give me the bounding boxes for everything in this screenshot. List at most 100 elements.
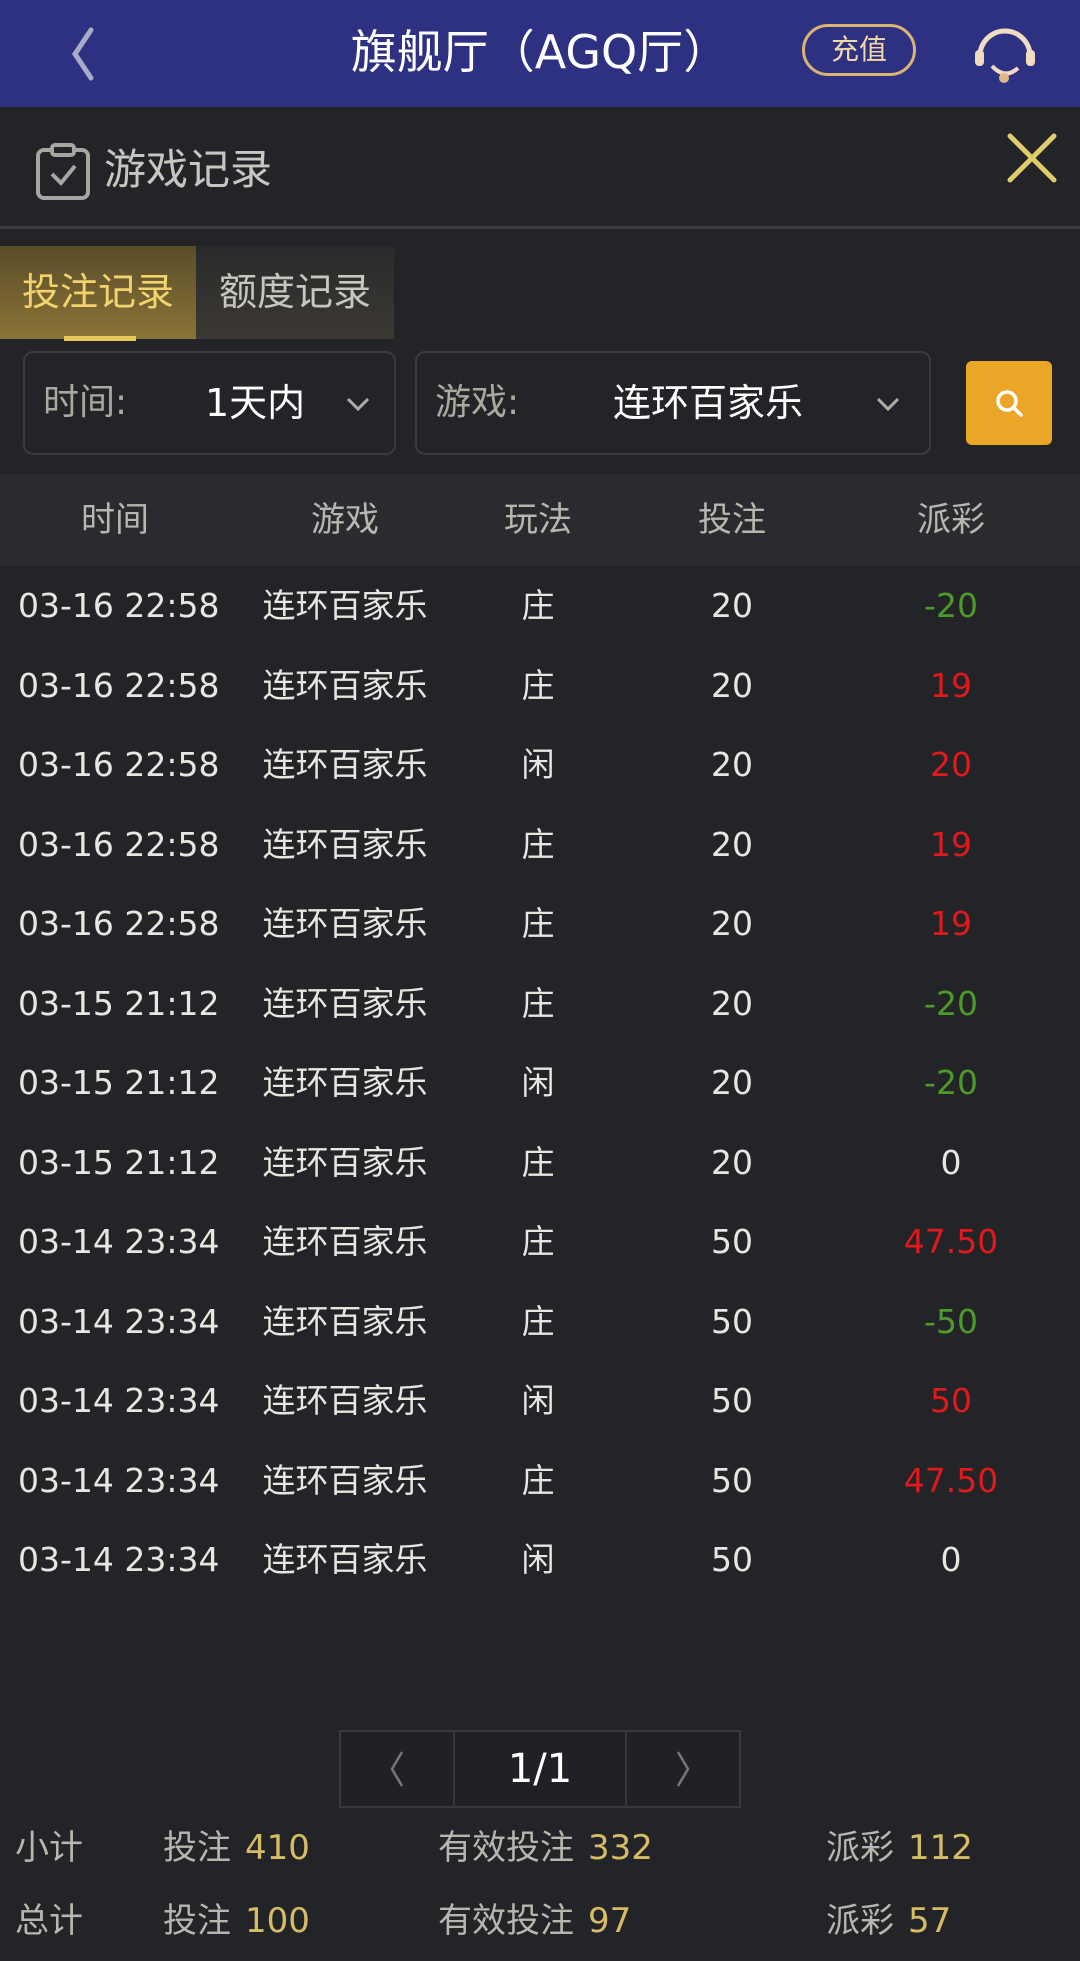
cell-payout: 47.50: [903, 1460, 999, 1500]
cell-play: 庄: [521, 665, 555, 705]
cell-play: 闲: [521, 1063, 555, 1102]
cell-payout: 0: [940, 1540, 962, 1579]
cell-play: 庄: [521, 586, 555, 625]
close-icon[interactable]: [1004, 130, 1060, 186]
table-row: 03-16 22:58 连环百家乐 庄 20 19: [0, 884, 1080, 964]
table-row: 03-14 23:34 连环百家乐 庄 50 -50: [0, 1282, 1080, 1362]
total-valid-bet: 有效投注 97: [438, 1901, 632, 1941]
cell-bet: 20: [711, 1063, 753, 1102]
tab-bet-records[interactable]: 投注记录: [0, 246, 196, 339]
cell-game: 连环百家乐: [262, 1381, 428, 1420]
search-icon: [996, 390, 1023, 417]
cell-time: 03-14 23:34: [18, 1222, 220, 1261]
table-row: 03-14 23:34 连环百家乐 庄 50 47.50: [0, 1441, 1080, 1521]
table-row: 03-16 22:58 连环百家乐 庄 20 19: [0, 805, 1080, 885]
subtotal-valid-bet: 有效投注 332: [438, 1828, 653, 1868]
cell-payout: -20: [924, 983, 978, 1023]
column-header-bet: 投注: [698, 500, 766, 540]
cell-payout: 19: [930, 665, 972, 705]
table-row: 03-16 22:58 连环百家乐 闲 20 20: [0, 725, 1080, 805]
time-filter-label: 时间:: [43, 382, 128, 423]
cell-payout: 19: [930, 904, 972, 943]
cell-payout: 47.50: [903, 1222, 999, 1261]
cell-game: 连环百家乐: [262, 1301, 428, 1341]
cell-bet: 50: [711, 1540, 753, 1579]
cell-bet: 20: [711, 904, 753, 943]
cell-game: 连环百家乐: [262, 1460, 428, 1500]
cell-play: 庄: [521, 824, 555, 864]
cell-bet: 50: [711, 1222, 753, 1261]
total-label: 总计: [15, 1901, 83, 1941]
cell-game: 连环百家乐: [262, 1142, 428, 1182]
column-header-play: 玩法: [504, 500, 572, 540]
cell-game: 连环百家乐: [262, 824, 428, 864]
cell-play: 庄: [521, 1301, 555, 1341]
chevron-down-icon: [346, 397, 370, 412]
cell-bet: 50: [711, 1460, 753, 1500]
cell-game: 连环百家乐: [262, 983, 428, 1023]
cell-bet: 50: [711, 1381, 753, 1420]
customer-service-headset-icon[interactable]: [970, 18, 1040, 88]
cell-time: 03-15 21:12: [18, 983, 220, 1023]
tab-credit-records[interactable]: 额度记录: [196, 246, 394, 339]
page-title: 旗舰厅（AGQ厅）: [350, 25, 730, 79]
cell-play: 庄: [521, 1460, 555, 1500]
cell-payout: -50: [924, 1301, 978, 1341]
table-row: 03-15 21:12 连环百家乐 庄 20 -20: [0, 964, 1080, 1044]
cell-bet: 20: [711, 1142, 753, 1182]
time-filter-select[interactable]: 时间: 1天内: [23, 351, 396, 455]
table-row: 03-14 23:34 连环百家乐 闲 50 50: [0, 1361, 1080, 1441]
game-filter-label: 游戏:: [435, 382, 520, 423]
cell-game: 连环百家乐: [262, 1222, 428, 1261]
search-button[interactable]: [966, 361, 1052, 445]
cell-bet: 20: [711, 665, 753, 705]
chevron-left-icon: [390, 1751, 404, 1787]
back-chevron-icon[interactable]: [55, 24, 115, 84]
cell-time: 03-16 22:58: [18, 824, 220, 864]
subtotal-payout: 派彩 112: [826, 1828, 973, 1868]
chevron-down-icon: [876, 397, 900, 412]
next-page-button[interactable]: [627, 1732, 739, 1806]
table-row: 03-16 22:58 连环百家乐 庄 20 19: [0, 646, 1080, 726]
table-row: 03-16 22:58 连环百家乐 庄 20 -20: [0, 566, 1080, 646]
cell-time: 03-14 23:34: [18, 1540, 220, 1579]
cell-time: 03-15 21:12: [18, 1063, 220, 1102]
cell-bet: 20: [711, 983, 753, 1023]
cell-play: 闲: [521, 745, 555, 784]
cell-time: 03-14 23:34: [18, 1381, 220, 1420]
total-payout: 派彩 57: [826, 1901, 952, 1941]
recharge-button[interactable]: 充值: [802, 24, 916, 76]
cell-payout: 0: [940, 1142, 962, 1182]
cell-play: 闲: [521, 1540, 555, 1579]
cell-time: 03-16 22:58: [18, 904, 220, 943]
game-filter-value: 连环百家乐: [613, 381, 804, 425]
time-filter-value: 1天内: [205, 381, 306, 425]
cell-game: 连环百家乐: [262, 1540, 428, 1579]
cell-payout: 20: [930, 745, 972, 784]
cell-time: 03-15 21:12: [18, 1142, 220, 1182]
cell-game: 连环百家乐: [262, 586, 428, 625]
prev-page-button[interactable]: [341, 1732, 455, 1806]
game-filter-select[interactable]: 游戏: 连环百家乐: [415, 351, 931, 455]
cell-payout: 50: [930, 1381, 972, 1420]
clipboard-check-icon: [36, 143, 90, 200]
table-row: 03-15 21:12 连环百家乐 庄 20 0: [0, 1123, 1080, 1203]
cell-play: 庄: [521, 983, 555, 1023]
cell-game: 连环百家乐: [262, 745, 428, 784]
cell-time: 03-16 22:58: [18, 586, 220, 625]
column-header-time: 时间: [81, 500, 149, 540]
panel-title: 游戏记录: [104, 145, 273, 194]
column-header-payout: 派彩: [917, 500, 985, 540]
cell-payout: -20: [924, 586, 978, 625]
active-tab-indicator: [64, 336, 136, 341]
cell-time: 03-14 23:34: [18, 1301, 220, 1341]
cell-game: 连环百家乐: [262, 904, 428, 943]
pagination: 1/1: [339, 1730, 741, 1808]
cell-time: 03-16 22:58: [18, 745, 220, 784]
cell-play: 闲: [521, 1381, 555, 1420]
panel-header: [0, 107, 1080, 229]
cell-payout: 19: [930, 824, 972, 864]
cell-time: 03-14 23:34: [18, 1460, 220, 1500]
cell-bet: 50: [711, 1301, 753, 1341]
subtotal-bet: 投注 410: [163, 1828, 310, 1868]
